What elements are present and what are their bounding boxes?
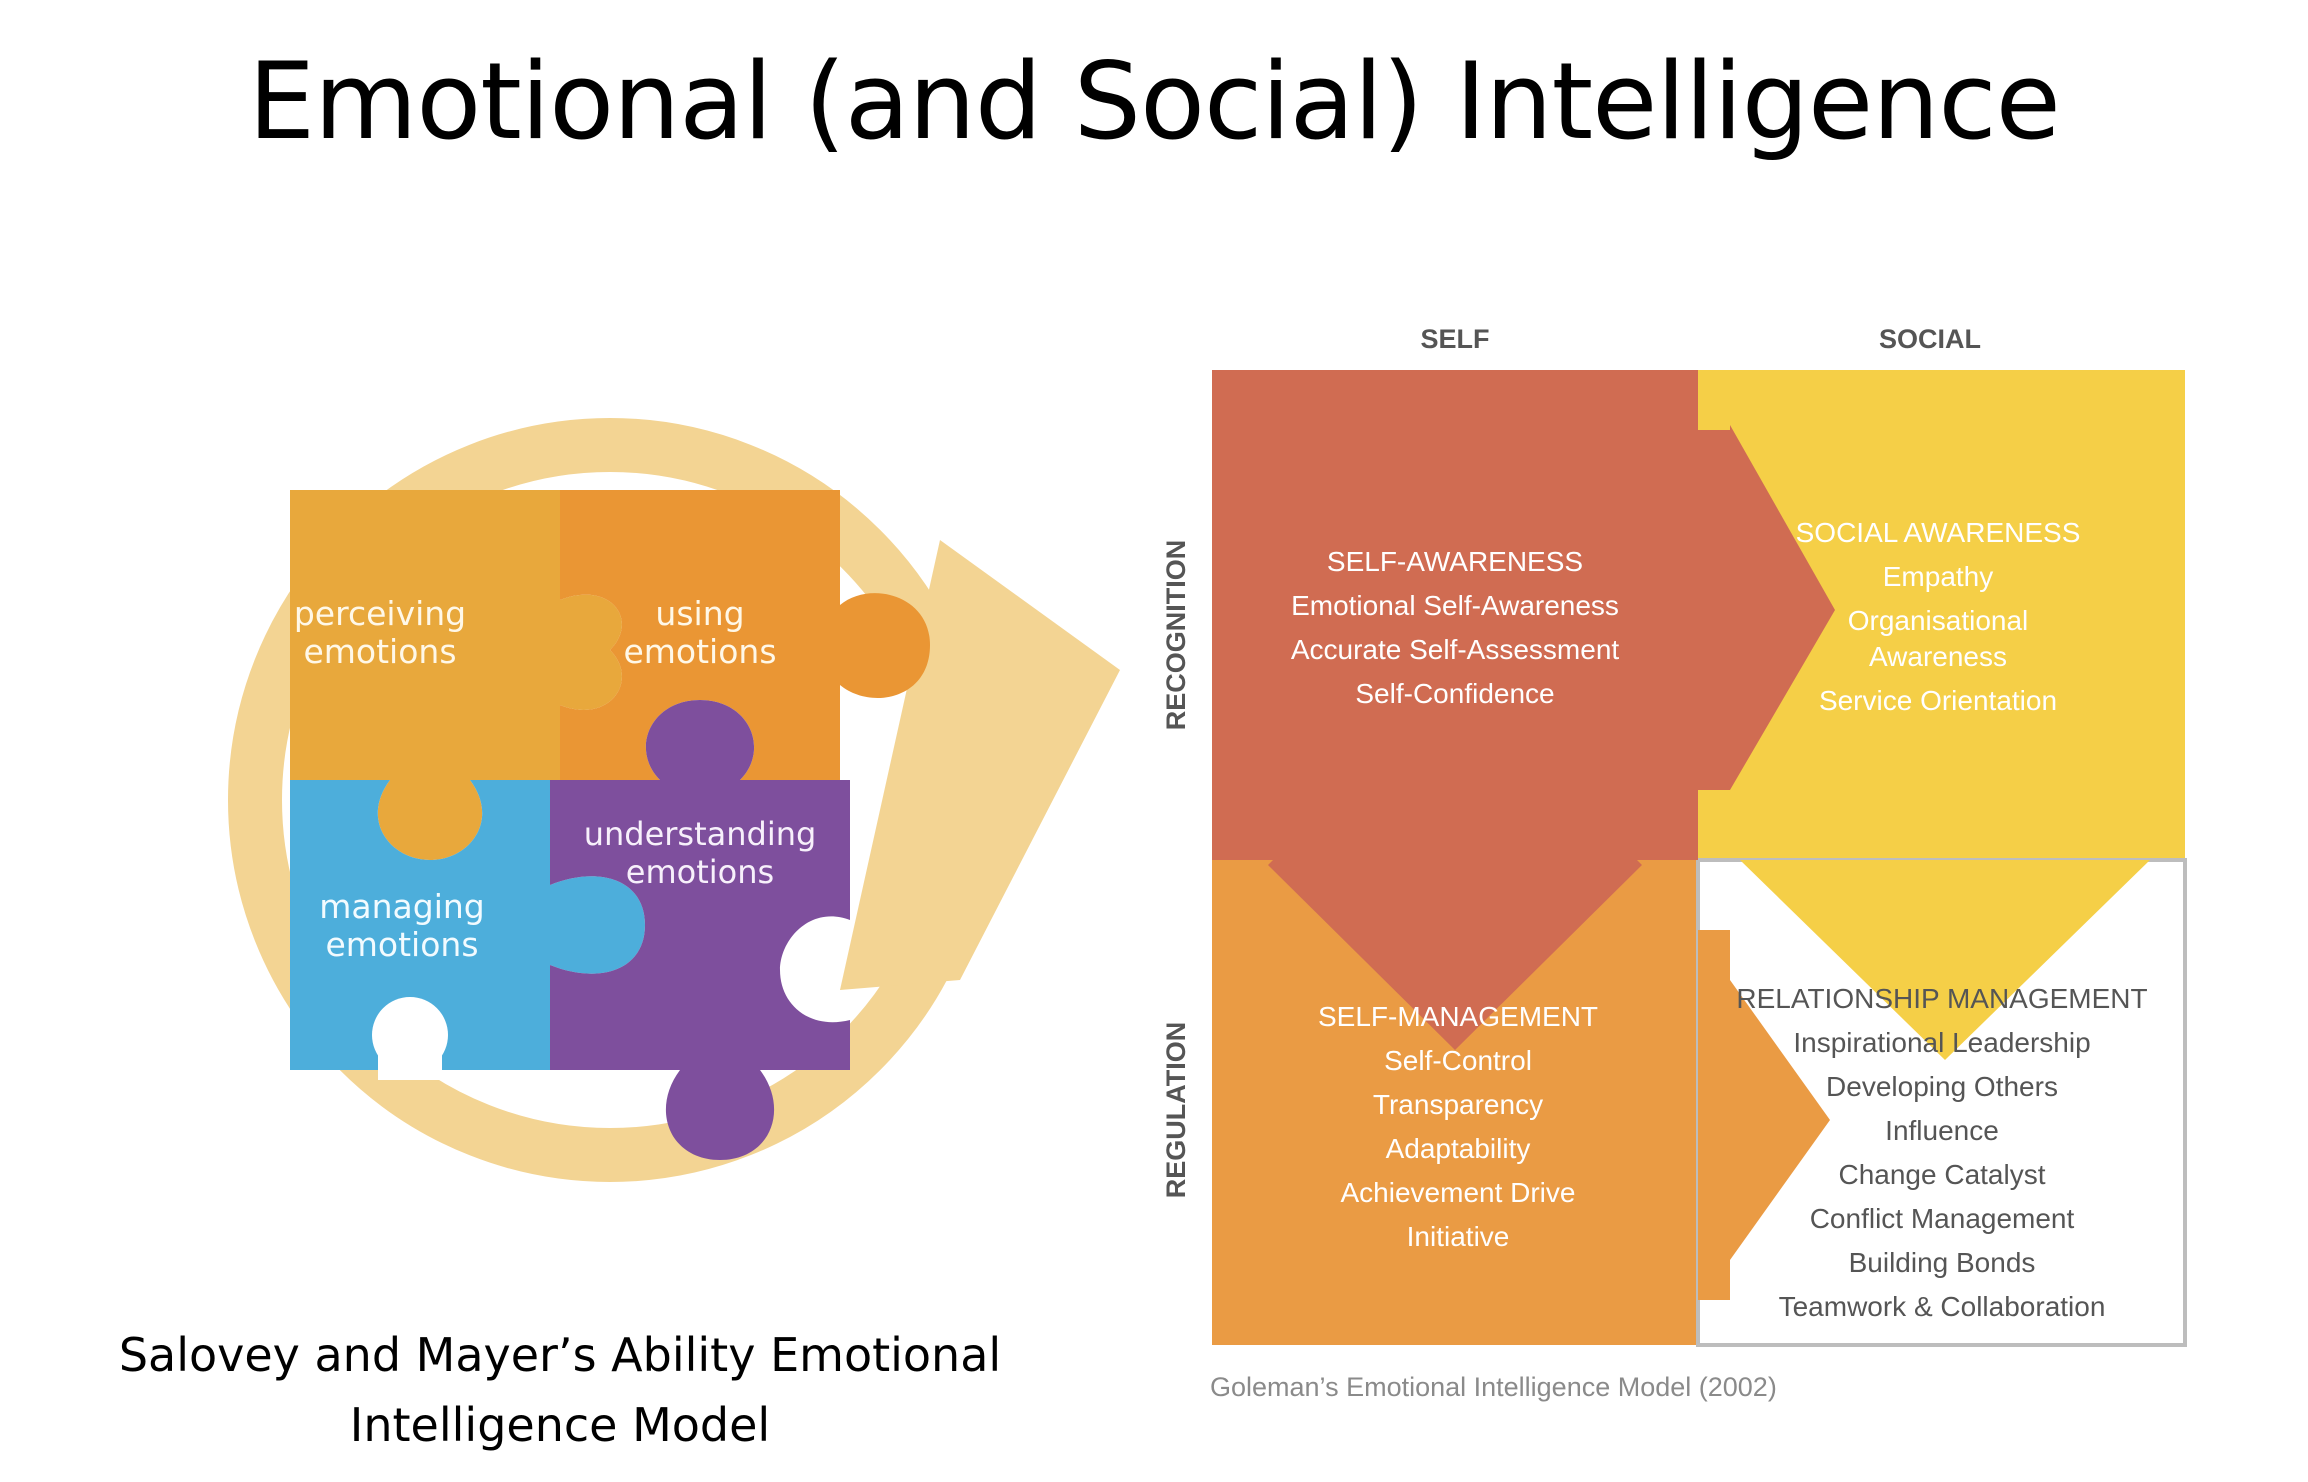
relationship-management-item: Inspirational Leadership	[1793, 1027, 2090, 1058]
self-management-item: Achievement Drive	[1341, 1177, 1576, 1208]
piece-understanding-label-2: emotions	[626, 853, 774, 891]
salovey-mayer-puzzle-diagram: perceiving emotions using emotions manag…	[228, 418, 1120, 1182]
ring-arrowhead	[840, 540, 1120, 990]
piece-using-label-2: emotions	[623, 632, 776, 671]
salovey-mayer-caption-line-2: Intelligence Model	[349, 1398, 771, 1452]
relationship-management-item: Change Catalyst	[1838, 1159, 2045, 1190]
social-awareness-item: Organisational	[1848, 605, 2029, 636]
self-management-title: SELF-MANAGEMENT	[1318, 1001, 1598, 1032]
piece-understanding-label-1: understanding	[584, 815, 817, 853]
social-awareness-item: Service Orientation	[1819, 685, 2057, 716]
piece-perceiving-label-2: emotions	[303, 632, 456, 671]
relationship-management-item: Developing Others	[1826, 1071, 2058, 1102]
social-awareness-item: Empathy	[1883, 561, 1994, 592]
piece-understanding: understanding emotions	[550, 700, 850, 1160]
goleman-ei-model-diagram: SELF SOCIAL RECOGNITION REGULATION SELF-…	[1161, 324, 2187, 1347]
arrow-social-to-relationship	[1740, 860, 2150, 1060]
relationship-management-item: Conflict Management	[1810, 1203, 2075, 1234]
relationship-management-item: Building Bonds	[1849, 1247, 2036, 1278]
self-awareness-item: Emotional Self-Awareness	[1291, 590, 1619, 621]
relationship-management-item: Teamwork & Collaboration	[1779, 1291, 2106, 1322]
column-header-social: SOCIAL	[1879, 324, 1981, 354]
slide-title: Emotional (and Social) Intelligence	[248, 40, 2061, 163]
cycle-ring	[228, 418, 1120, 1182]
piece-perceiving-label-1: perceiving	[294, 594, 466, 633]
salovey-mayer-caption-line-1: Salovey and Mayer’s Ability Emotional	[118, 1328, 1002, 1382]
piece-managing: managing emotions	[290, 780, 645, 1080]
arrow-self-management-to-relationship	[1698, 930, 1830, 1300]
piece-perceiving: perceiving emotions	[290, 490, 622, 860]
salovey-mayer-caption: Salovey and Mayer’s Ability Emotional In…	[60, 1320, 1060, 1460]
piece-managing-label-2: emotions	[325, 925, 478, 964]
self-awareness-item: Accurate Self-Assessment	[1291, 634, 1620, 665]
quadrant-self-awareness: SELF-AWARENESS Emotional Self-Awareness …	[1291, 546, 1620, 709]
quadrant-self-management: SELF-MANAGEMENT Self-Control Transparenc…	[1318, 1001, 1598, 1252]
self-management-item: Transparency	[1373, 1089, 1543, 1120]
piece-using: using emotions	[560, 490, 930, 780]
row-header-regulation: REGULATION	[1161, 1022, 1191, 1199]
piece-using-label-1: using	[655, 594, 744, 633]
quadrant-social-awareness: SOCIAL AWARENESS Empathy Organisational …	[1796, 517, 2081, 716]
piece-managing-label-1: managing	[319, 887, 484, 926]
quadrant-relationship-management: RELATIONSHIP MANAGEMENT Inspirational Le…	[1736, 983, 2147, 1322]
social-awareness-item: Awareness	[1869, 641, 2007, 672]
column-header-self: SELF	[1420, 324, 1489, 354]
social-awareness-title: SOCIAL AWARENESS	[1796, 517, 2081, 548]
self-management-item: Adaptability	[1386, 1133, 1531, 1164]
relationship-management-item: Influence	[1885, 1115, 1999, 1146]
self-awareness-item: Self-Confidence	[1355, 678, 1554, 709]
relationship-management-title: RELATIONSHIP MANAGEMENT	[1736, 983, 2147, 1014]
row-header-recognition: RECOGNITION	[1161, 540, 1191, 731]
self-management-item: Initiative	[1407, 1221, 1510, 1252]
quadrant-self-awareness-bg	[1212, 370, 1835, 1050]
self-awareness-title: SELF-AWARENESS	[1327, 546, 1583, 577]
goleman-caption: Goleman’s Emotional Intelligence Model (…	[1210, 1372, 1777, 1402]
self-management-item: Self-Control	[1384, 1045, 1532, 1076]
